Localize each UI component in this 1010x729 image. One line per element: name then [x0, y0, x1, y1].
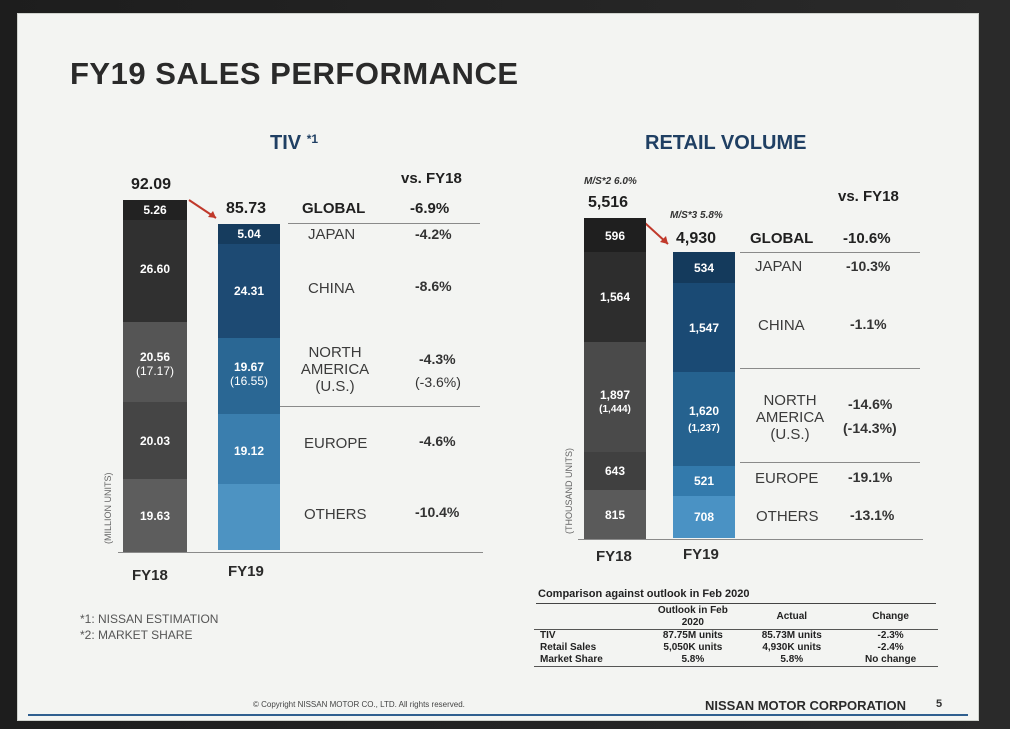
retail-divider-europe — [740, 462, 920, 463]
retail-label-europe: EUROPE — [755, 470, 819, 487]
retail-x-fy18: FY18 — [596, 548, 632, 565]
retail-fy19-na-seg: 1,620 (1,237) — [673, 372, 735, 466]
retail-baseline — [578, 539, 923, 540]
tiv-divider-na — [280, 406, 480, 407]
tiv-baseline — [118, 552, 483, 553]
comparison-title: Comparison against outlook in Feb 2020 — [538, 588, 750, 600]
retail-fy19-europe-seg: 521 — [673, 466, 735, 496]
note-1: *1: NISSAN ESTIMATION — [80, 612, 219, 626]
retail-fy19-total: 4,930 — [676, 230, 717, 247]
retail-label-china: CHINA — [758, 317, 805, 334]
retail-fy18-bar: 596 1,564 1,897 (1,444) 643 815 — [584, 218, 646, 539]
retail-change-us: (-14.3%) — [843, 420, 897, 436]
retail-ms-fy18: M/S*2 6.0% — [584, 176, 637, 187]
tiv-fy18-japan-seg: 5.26 — [123, 200, 187, 220]
comparison-col-outlook: Outlook in Feb 2020 — [657, 605, 728, 628]
tiv-heading-text: TIV — [270, 132, 302, 154]
table-row: Market Share 5.8% 5.8% No change — [534, 654, 938, 667]
retail-change-north-america: -14.6% — [848, 396, 893, 412]
page-title: FY19 SALES PERFORMANCE — [70, 56, 519, 91]
retail-divider-na — [740, 368, 920, 369]
comparison-table: Outlook in Feb 2020 Actual Change TIV 87… — [534, 605, 938, 667]
tiv-change-china: -8.6% — [415, 278, 452, 294]
retail-change-global: -10.6% — [843, 230, 891, 247]
retail-fy18-na-seg: 1,897 (1,444) — [584, 342, 646, 452]
tiv-fy18-europe-seg: 20.03 — [123, 402, 187, 479]
tiv-change-us: (-3.6%) — [415, 374, 461, 390]
tiv-heading: TIV *1 — [270, 132, 318, 155]
retail-change-japan: -10.3% — [846, 258, 891, 274]
retail-x-fy19: FY19 — [683, 546, 719, 563]
retail-change-china: -1.1% — [850, 316, 887, 332]
retail-ms-fy19: M/S*3 5.8% — [670, 210, 723, 221]
tiv-label-others: OTHERS — [304, 506, 367, 523]
retail-vs-label: vs. FY18 — [838, 188, 899, 205]
retail-divider-global — [740, 252, 920, 253]
tiv-fy19-bar: 5.04 24.31 19.67 (16.55) 19.12 — [218, 224, 280, 550]
tiv-fy19-others-seg — [218, 484, 280, 550]
tiv-x-fy18: FY18 — [132, 567, 168, 584]
tiv-change-japan: -4.2% — [415, 226, 452, 242]
tiv-label-global: GLOBAL — [302, 200, 366, 217]
comparison-top-rule — [536, 603, 936, 604]
tiv-fy18-china-seg: 26.60 — [123, 220, 187, 322]
retail-fy18-china-seg: 1,564 — [584, 252, 646, 342]
retail-fy19-japan-seg: 534 — [673, 252, 735, 283]
tiv-fy18-total: 92.09 — [131, 176, 172, 193]
tiv-decline-arrow-icon — [188, 199, 217, 219]
comparison-header-row: Outlook in Feb 2020 Actual Change — [534, 605, 938, 630]
retail-change-europe: -19.1% — [848, 469, 893, 485]
footer-company: NISSAN MOTOR CORPORATION — [705, 698, 907, 713]
tiv-label-japan: JAPAN — [308, 226, 356, 243]
tiv-fy19-na-seg: 19.67 (16.55) — [218, 338, 280, 414]
tiv-fy18-na-seg: 20.56 (17.17) — [123, 322, 187, 402]
retail-fy18-others-seg: 815 — [584, 490, 646, 539]
tiv-fy19-japan-seg: 5.04 — [218, 224, 280, 244]
retail-decline-arrow-icon — [644, 222, 669, 245]
tiv-change-others: -10.4% — [415, 504, 460, 520]
tiv-change-north-america: -4.3% — [419, 351, 456, 367]
tiv-fy19-china-seg: 24.31 — [218, 244, 280, 338]
tiv-vs-label: vs. FY18 — [401, 170, 462, 187]
retail-fy18-europe-seg: 643 — [584, 452, 646, 490]
retail-label-others: OTHERS — [756, 508, 819, 525]
retail-fy19-china-seg: 1,547 — [673, 283, 735, 372]
table-row: Retail Sales 5,050K units 4,930K units -… — [540, 642, 904, 653]
retail-fy19-others-seg: 708 — [673, 496, 735, 538]
tiv-heading-note: *1 — [306, 132, 319, 146]
slide: FY19 SALES PERFORMANCE TIV *1 92.09 85.7… — [18, 14, 978, 720]
tiv-fy18-others-seg: 19.63 — [123, 479, 187, 552]
retail-label-global: GLOBAL — [750, 230, 814, 247]
retail-axis-label: (THOUSAND UNITS) — [564, 448, 574, 534]
retail-fy18-total: 5,516 — [588, 194, 629, 211]
retail-change-others: -13.1% — [850, 507, 895, 523]
tiv-label-china: CHINA — [308, 280, 355, 297]
page-number: 5 — [936, 698, 943, 710]
comparison-col-actual: Actual — [776, 611, 808, 622]
table-row: TIV 87.75M units 85.73M units -2.3% — [534, 629, 938, 642]
tiv-fy19-europe-seg: 19.12 — [218, 414, 280, 484]
tiv-fy19-total: 85.73 — [226, 200, 267, 217]
tiv-axis-label: (MILLION UNITS) — [103, 472, 113, 544]
footer-copyright: © Copyright NISSAN MOTOR CO., LTD. All r… — [253, 700, 465, 709]
tiv-change-europe: -4.6% — [419, 433, 456, 449]
retail-label-japan: JAPAN — [755, 258, 803, 275]
retail-heading: RETAIL VOLUME — [645, 132, 807, 154]
footer-rule — [28, 714, 968, 716]
retail-label-north-america: NORTH AMERICA (U.S.) — [755, 392, 825, 443]
tiv-change-global: -6.9% — [410, 200, 450, 217]
tiv-divider-global — [288, 223, 480, 224]
tiv-label-north-america: NORTH AMERICA (U.S.) — [300, 344, 370, 395]
comparison-col-change: Change — [872, 611, 909, 622]
tiv-label-europe: EUROPE — [304, 435, 368, 452]
note-2: *2: MARKET SHARE — [80, 628, 193, 642]
retail-fy18-japan-seg: 596 — [584, 218, 646, 252]
tiv-x-fy19: FY19 — [228, 563, 264, 580]
retail-fy19-bar: 534 1,547 1,620 (1,237) 521 708 — [673, 252, 735, 538]
tiv-fy18-bar: 5.26 26.60 20.56 (17.17) 20.03 19.63 — [123, 200, 187, 552]
